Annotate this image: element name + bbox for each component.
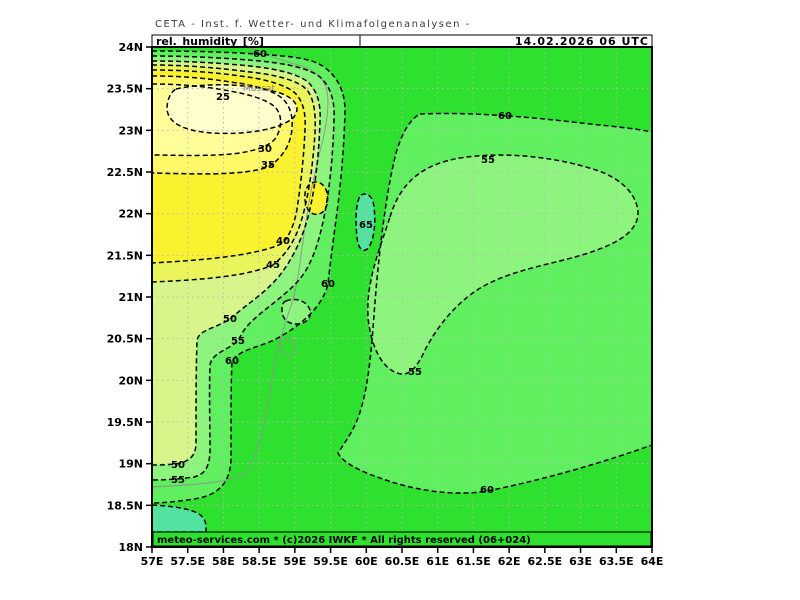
x-tick-label: 59E xyxy=(283,555,306,568)
y-tick-label: 22N xyxy=(118,208,143,221)
contour-label: 65 xyxy=(359,220,373,231)
x-tick-label: 57E xyxy=(141,555,164,568)
map-border xyxy=(151,46,653,548)
y-tick-label: 19.5N xyxy=(107,416,143,429)
x-tick-label: 63E xyxy=(569,555,592,568)
axes: 57E 57.5E 58E 58.5E 59E 59.5E 60E 60.5E 61E 61.5E… xyxy=(107,41,664,568)
y-tick-label: 23N xyxy=(118,124,143,137)
x-tick-label: 61E xyxy=(426,555,449,568)
y-tick-label: 18.5N xyxy=(107,499,143,512)
y-tick-label: 24N xyxy=(118,41,143,54)
contour-label: 30 xyxy=(258,144,272,155)
credit-text: meteo-services.com * (c)2026 IWKF * All … xyxy=(157,535,531,546)
x-tick-label: 60.5E xyxy=(385,555,420,568)
contour-label: 60 xyxy=(321,279,335,290)
x-tick-label: 61.5E xyxy=(456,555,491,568)
x-tick-label: 57.5E xyxy=(170,555,205,568)
x-tick-label: 59.5E xyxy=(313,555,348,568)
band-35-40-pocket xyxy=(304,182,328,215)
contour-field: 60 25 30 35 40 45 50 55 60 60 65 60 55 55 50 55 60 Muscat xyxy=(152,47,652,547)
band-65-70-pocket xyxy=(356,194,375,251)
y-tick-label: 22.5N xyxy=(107,166,143,179)
contour-label: 45 xyxy=(266,260,280,271)
contour-label: 55 xyxy=(231,336,245,347)
contour-label: 60 xyxy=(498,111,512,122)
y-tick-label: 21.5N xyxy=(107,249,143,262)
y-tick-label: 23.5N xyxy=(107,83,143,96)
variable-label: rel._humidity_[%] xyxy=(156,35,264,48)
x-tick-label: 58E xyxy=(212,555,235,568)
contour-lines xyxy=(152,50,652,533)
contour-label: 25 xyxy=(216,92,230,103)
band-50-55-loop xyxy=(367,155,638,375)
contour-label: 40 xyxy=(276,236,290,247)
x-tick-label: 63.5E xyxy=(599,555,634,568)
y-tick-label: 18N xyxy=(118,541,143,554)
y-tick-label: 20.5N xyxy=(107,333,143,346)
contour-label: 50 xyxy=(171,460,185,471)
x-tick-label: 58.5E xyxy=(242,555,277,568)
contour-label: 60 xyxy=(225,356,239,367)
island-coastline xyxy=(281,338,296,358)
contour-label: 60 xyxy=(253,49,267,60)
contour-label: 35 xyxy=(261,160,275,171)
city-label-muscat: Muscat xyxy=(243,84,276,94)
x-tick-label: 64E xyxy=(641,555,664,568)
y-tick-label: 21N xyxy=(118,291,143,304)
x-tick-label: 62E xyxy=(498,555,521,568)
y-tick-label: 20N xyxy=(118,374,143,387)
contour-label: 55 xyxy=(171,475,185,486)
contour-label: 50 xyxy=(223,314,237,325)
graticule xyxy=(152,47,652,547)
band-50-55-pocket xyxy=(282,299,311,324)
contour-label: 55 xyxy=(408,367,422,378)
model-title: CETA - Inst. f. Wetter- und Klimafolgena… xyxy=(155,19,471,30)
band-lt25-core xyxy=(167,84,297,134)
datetime-label: 14.02.2026 06 UTC xyxy=(515,35,649,48)
y-tick-label: 19N xyxy=(118,458,143,471)
contour-label: 60 xyxy=(480,485,494,496)
contour-label: 55 xyxy=(481,155,495,166)
x-tick-label: 62.5E xyxy=(528,555,563,568)
map-plot-area: 60 25 30 35 40 45 50 55 60 60 65 60 55 55 50 55 60 Muscat xyxy=(152,47,652,547)
x-tick-label: 60E xyxy=(355,555,378,568)
